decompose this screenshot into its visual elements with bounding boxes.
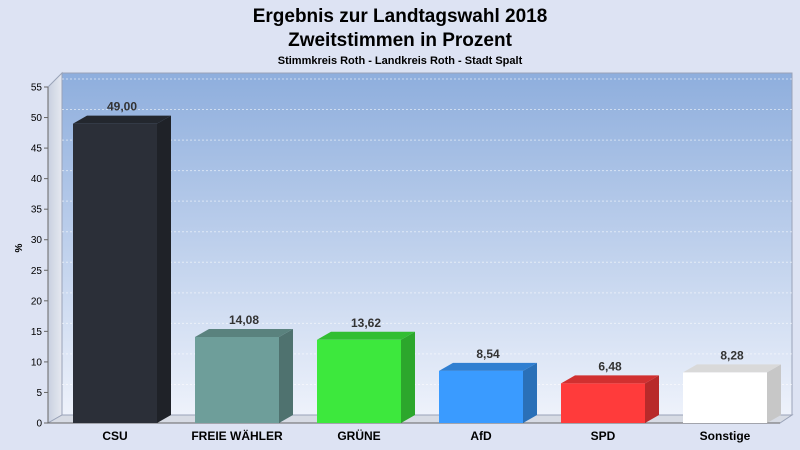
y-tick-label: 25: [31, 266, 43, 277]
y-tick-label: 40: [31, 174, 43, 185]
y-tick-label: 55: [31, 83, 43, 94]
bar-value-label: 14,08: [229, 313, 259, 327]
bar-side: [645, 375, 659, 423]
y-tick-label: 15: [31, 327, 43, 338]
y-tick-label: 20: [31, 296, 43, 307]
y-tick-label: 30: [31, 235, 43, 246]
bar-side: [157, 115, 171, 424]
y-ticks: 0 5 10 15 20 25 30 35 40 45 50 55: [31, 83, 48, 430]
bar-value-label: 49,00: [107, 100, 137, 114]
y-tick-label: 10: [31, 357, 43, 368]
bar-top: [561, 375, 659, 384]
bar-top: [439, 362, 537, 371]
bar: [73, 115, 171, 424]
bar-top: [195, 328, 293, 337]
bar-front: [317, 339, 401, 423]
bar-top: [73, 115, 171, 124]
bars: [73, 115, 781, 424]
y-tick-label: 5: [36, 388, 42, 399]
bar-side: [401, 331, 415, 423]
x-tick-label: SPD: [591, 429, 616, 443]
x-tick-label: Sonstige: [700, 429, 751, 443]
labels: 49,00 CSU 14,08 FREIE WÄHLER 13,62 GRÜNE 8,54 A…: [102, 100, 750, 443]
bar-side: [279, 328, 293, 423]
bar: [561, 375, 659, 423]
y-axis-label: %: [14, 243, 25, 252]
plot-background: [61, 72, 793, 416]
bar-front: [683, 372, 767, 423]
y-tick-label: 35: [31, 205, 43, 216]
bar: [195, 328, 293, 423]
bar-value-label: 6,48: [598, 359, 622, 373]
y-tick-label: 50: [31, 113, 43, 124]
bar-front: [195, 336, 279, 423]
bar-top: [683, 364, 781, 373]
bar-front: [73, 123, 157, 424]
plot-left-wall: [47, 71, 63, 424]
x-tick-label: CSU: [102, 429, 127, 443]
chart-title: Ergebnis zur Landtagswahl 2018: [253, 6, 548, 27]
bar-value-label: 8,28: [720, 348, 744, 362]
grid-layer: [62, 78, 792, 385]
chart-subtitle: Stimmkreis Roth - Landkreis Roth - Stadt…: [278, 55, 523, 67]
bar-value-label: 8,54: [476, 347, 500, 361]
bar: [439, 362, 537, 423]
bar-side: [767, 364, 781, 423]
bar-value-label: 13,62: [351, 316, 381, 330]
bar: [683, 364, 781, 423]
y-tick-label: 0: [36, 419, 42, 430]
x-tick-label: GRÜNE: [337, 428, 380, 443]
bar-front: [561, 383, 645, 423]
x-tick-label: FREIE WÄHLER: [191, 428, 283, 443]
bar-top: [317, 331, 415, 340]
bar-side: [523, 362, 537, 423]
bar: [317, 331, 415, 423]
x-tick-label: AfD: [470, 429, 492, 443]
chart-title-line2: Zweitstimmen in Prozent: [288, 30, 512, 51]
y-tick-label: 45: [31, 144, 43, 155]
bar-front: [439, 370, 523, 423]
